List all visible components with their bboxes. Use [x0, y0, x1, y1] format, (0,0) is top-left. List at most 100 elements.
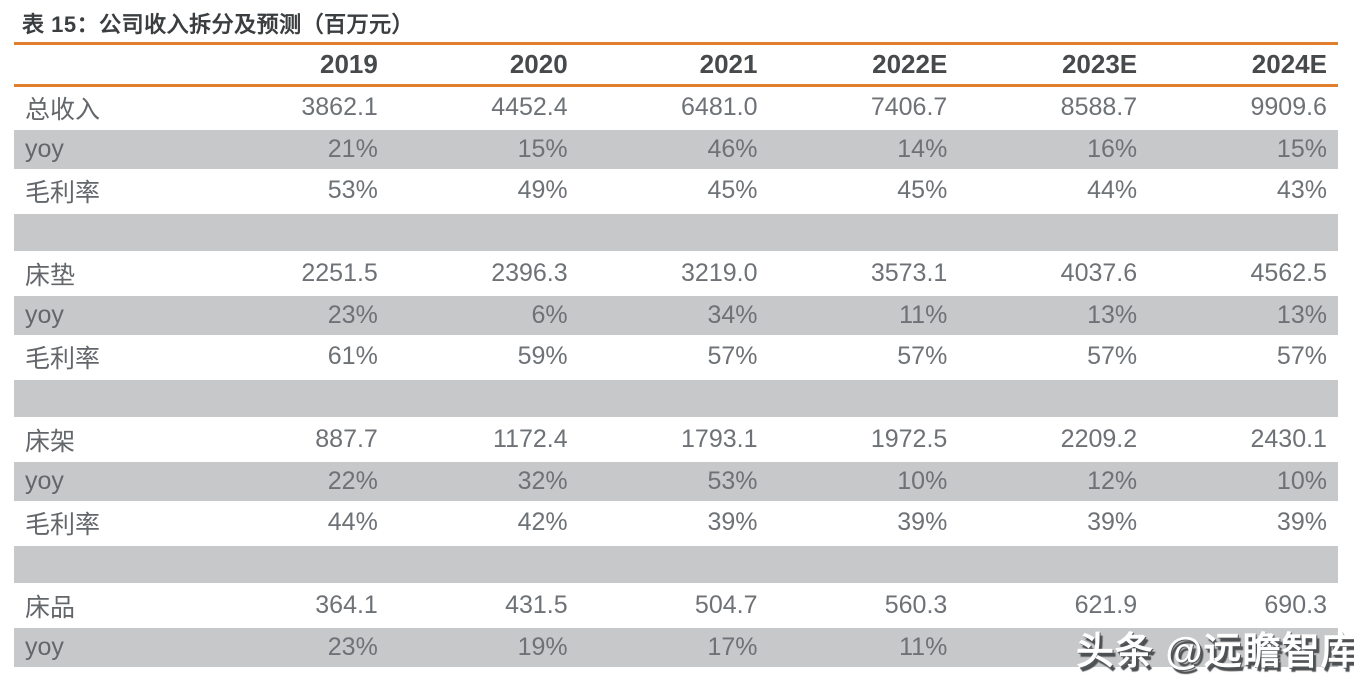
table-row: yoy 23% 6% 34% 11% 13% 13%	[14, 294, 1338, 336]
table-body: 总收入 3862.1 4452.4 6481.0 7406.7 8588.7 9909.6 y…	[14, 87, 1338, 668]
table-row: 床架 887.7 1172.4 1793.1 1972.5 2209.2 2430.1	[14, 419, 1338, 461]
value-cell: 1793.1	[681, 425, 758, 454]
column-header: 2022E	[872, 49, 948, 79]
column-header: 2024E	[1251, 49, 1327, 79]
title-rule	[14, 42, 1338, 45]
row-label: 毛利率	[25, 178, 101, 207]
value-cell: 4037.6	[1060, 259, 1138, 288]
value-cell: 12%	[1087, 466, 1138, 495]
value-cell: 49%	[517, 176, 568, 205]
value-cell: 9909.6	[1250, 93, 1327, 122]
value-cell: 42%	[517, 508, 568, 537]
row-label: 床架	[25, 427, 76, 456]
row-label: yoy	[25, 300, 64, 329]
value-cell: 7406.7	[870, 93, 948, 122]
value-cell: 4562.5	[1250, 259, 1327, 288]
value-cell: 57%	[707, 342, 758, 371]
row-label: 总收入	[25, 95, 101, 124]
value-cell: 13%	[1276, 300, 1327, 329]
value-cell: 19%	[517, 632, 568, 661]
value-cell: 59%	[517, 342, 568, 371]
value-cell: 22%	[327, 466, 378, 495]
table-title: 表 15：公司收入拆分及预测（百万元）	[22, 12, 415, 37]
row-label: 毛利率	[25, 344, 101, 373]
value-cell: 1972.5	[870, 425, 948, 454]
value-cell: 53%	[707, 466, 758, 495]
value-cell: 11%	[899, 632, 948, 661]
value-cell: 364.1	[315, 591, 378, 620]
value-cell: 57%	[897, 342, 948, 371]
column-header: 2019	[319, 49, 378, 79]
row-label: 床品	[25, 593, 76, 622]
row-label: 床垫	[25, 261, 76, 290]
value-cell: 57%	[1087, 342, 1138, 371]
column-header: 2020	[509, 49, 568, 79]
value-cell: 61%	[327, 342, 378, 371]
value-cell: 21%	[327, 134, 378, 163]
table-row: 床品 364.1 431.5 504.7 560.3 621.9 690.3	[14, 585, 1338, 627]
value-cell: 15%	[1276, 134, 1327, 163]
value-cell: 690.3	[1264, 591, 1327, 620]
value-cell: 621.9	[1074, 591, 1138, 620]
value-cell: 10%	[1276, 466, 1327, 495]
value-cell: 39%	[1276, 508, 1327, 537]
table-row: 毛利率 53% 49% 45% 45% 44% 43%	[14, 170, 1338, 212]
value-cell: 15%	[517, 134, 568, 163]
table-row: yoy 22% 32% 53% 10% 12% 10%	[14, 460, 1338, 502]
value-cell: 16%	[1087, 134, 1138, 163]
table-row: yoy 21% 15% 46% 14% 16% 15%	[14, 128, 1338, 170]
column-header: 2021	[699, 49, 758, 79]
value-cell: 39%	[897, 508, 948, 537]
value-cell: 34%	[707, 300, 758, 329]
value-cell: 4452.4	[491, 93, 568, 122]
row-label: yoy	[25, 466, 64, 495]
table-row: 总收入 3862.1 4452.4 6481.0 7406.7 8588.7 9909.6	[14, 87, 1338, 129]
value-cell: 11%	[899, 300, 948, 329]
value-cell: 3219.0	[681, 259, 758, 288]
value-cell: 44%	[327, 508, 378, 537]
value-cell: 46%	[707, 134, 758, 163]
table-row: 毛利率 61% 59% 57% 57% 57% 57%	[14, 336, 1338, 378]
value-cell: 2209.2	[1060, 425, 1138, 454]
value-cell: 2251.5	[301, 259, 378, 288]
header-row: 2019 2020 2021 2022E 2023E 2024E	[14, 45, 1338, 84]
spacer-row	[14, 377, 1338, 419]
value-cell: 45%	[897, 176, 948, 205]
value-cell: 53%	[327, 176, 378, 205]
watermark: 头条 @远瞻智库	[1076, 631, 1354, 673]
spacer-row	[14, 211, 1338, 253]
value-cell: 560.3	[884, 591, 948, 620]
value-cell: 44%	[1087, 176, 1138, 205]
table-row: 毛利率 44% 42% 39% 39% 39% 39%	[14, 502, 1338, 544]
row-label: yoy	[25, 632, 64, 661]
value-cell: 2396.3	[491, 259, 568, 288]
table-row: 床垫 2251.5 2396.3 3219.0 3573.1 4037.6 4562.5	[14, 253, 1338, 295]
value-cell: 45%	[707, 176, 758, 205]
value-cell: 8588.7	[1060, 93, 1138, 122]
spacer-row	[14, 543, 1338, 585]
value-cell: 431.5	[505, 591, 568, 620]
value-cell: 32%	[517, 466, 568, 495]
value-cell: 10%	[897, 466, 948, 495]
table-row: yoy 23% 19% 17% 11%	[14, 626, 1338, 668]
value-cell: 6481.0	[681, 93, 758, 122]
value-cell: 3573.1	[870, 259, 948, 288]
value-cell: 504.7	[694, 591, 758, 620]
value-cell: 6%	[531, 300, 568, 329]
value-cell: 13%	[1087, 300, 1138, 329]
value-cell: 17%	[707, 632, 758, 661]
row-label: 毛利率	[25, 510, 101, 539]
value-cell: 1172.4	[493, 425, 568, 454]
value-cell: 23%	[327, 632, 378, 661]
row-label: yoy	[25, 134, 64, 163]
header-rule	[14, 84, 1338, 87]
value-cell: 14%	[897, 134, 948, 163]
value-cell: 2430.1	[1250, 425, 1327, 454]
value-cell: 3862.1	[301, 93, 378, 122]
column-header: 2023E	[1061, 49, 1138, 79]
value-cell: 43%	[1276, 176, 1327, 205]
value-cell: 23%	[327, 300, 378, 329]
value-cell: 39%	[1087, 508, 1138, 537]
value-cell: 39%	[707, 508, 758, 537]
